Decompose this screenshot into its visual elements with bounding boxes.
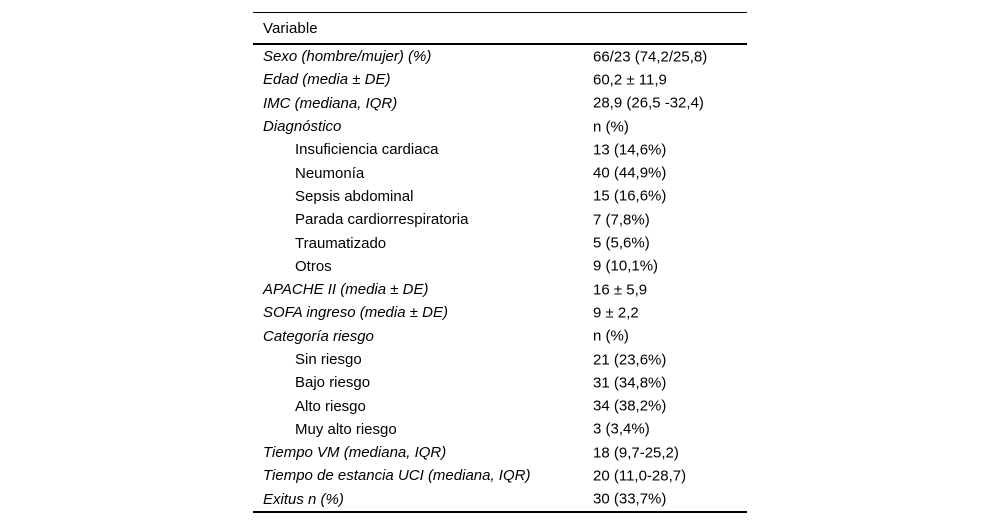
row-label: Parada cardiorrespiratoria xyxy=(295,211,469,229)
row-label: Otros xyxy=(295,257,332,275)
row-label: Insuficiencia cardiaca xyxy=(295,141,439,159)
table-row: Bajo riesgo 31 (34,8%) xyxy=(253,371,747,394)
row-value: n (%) xyxy=(593,118,629,136)
row-value: 13 (14,6%) xyxy=(593,141,667,159)
row-value: 20 (11,0-28,7) xyxy=(593,467,687,485)
row-label: Tiempo de estancia UCI (mediana, IQR) xyxy=(263,467,531,485)
row-label: Sin riesgo xyxy=(295,351,362,368)
table-row: Tiempo VM (mediana, IQR) 18 (9,7-25,2) xyxy=(253,441,747,464)
table-header-variable: Variable xyxy=(263,19,318,37)
row-label: Bajo riesgo xyxy=(295,374,371,392)
table-row: Muy alto riesgo 3 (3,4%) xyxy=(253,418,747,441)
row-value: 3 (3,4%) xyxy=(593,420,650,438)
row-value: 15 (16,6%) xyxy=(593,187,667,205)
row-value: 9 (10,1%) xyxy=(593,257,659,275)
table-header-row: Variable xyxy=(253,13,747,45)
row-label: Edad (media ± DE) xyxy=(263,71,391,89)
row-label: Sexo (hombre/mujer) (%) xyxy=(263,48,432,66)
row-value: n (%) xyxy=(593,327,629,345)
row-label: Muy alto riesgo xyxy=(295,420,397,438)
table-row: SOFA ingreso (media ± DE) 9 ± 2,2 xyxy=(253,301,747,324)
row-label: SOFA ingreso (media ± DE) xyxy=(263,304,448,322)
table-row: Otros 9 (10,1%) xyxy=(253,255,747,278)
row-value: 34 (38,2%) xyxy=(593,397,667,415)
row-label: Exitus n (%) xyxy=(263,490,344,508)
row-value: 30 (33,7%) xyxy=(593,490,667,508)
row-value: 7 (7,8%) xyxy=(593,211,650,229)
table-row: Neumonía 40 (44,9%) xyxy=(253,161,747,184)
table-row: Sepsis abdominal 15 (16,6%) xyxy=(253,185,747,208)
row-value: 9 ± 2,2 xyxy=(593,304,639,322)
characteristics-table: Variable Sexo (hombre/mujer) (%) 66/23 (… xyxy=(253,12,747,513)
row-value: 18 (9,7-25,2) xyxy=(593,444,679,462)
table-row: Parada cardiorrespiratoria 7 (7,8%) xyxy=(253,208,747,231)
row-value: 40 (44,9%) xyxy=(593,164,667,182)
row-value: 21 (23,6%) xyxy=(593,351,667,368)
row-value: 66/23 (74,2/25,8) xyxy=(593,48,708,66)
row-label: Categoría riesgo xyxy=(263,327,374,345)
table-row: Categoría riesgo n (%) xyxy=(253,325,747,348)
table-row: Traumatizado 5 (5,6%) xyxy=(253,231,747,254)
row-value: 5 (5,6%) xyxy=(593,234,650,252)
row-label: Tiempo VM (mediana, IQR) xyxy=(263,444,447,462)
row-label: Diagnóstico xyxy=(263,118,342,136)
row-label: APACHE II (media ± DE) xyxy=(263,281,429,299)
row-value: 31 (34,8%) xyxy=(593,374,667,392)
table-row: Diagnóstico n (%) xyxy=(253,115,747,138)
row-label: Alto riesgo xyxy=(295,397,366,415)
table-row: Tiempo de estancia UCI (mediana, IQR) 20… xyxy=(253,464,747,487)
table-row: Insuficiencia cardiaca 13 (14,6%) xyxy=(253,138,747,161)
row-label: Neumonía xyxy=(295,164,365,182)
row-value: 28,9 (26,5 -32,4) xyxy=(593,94,704,112)
table-row: APACHE II (media ± DE) 16 ± 5,9 xyxy=(253,278,747,301)
table-row: Exitus n (%) 30 (33,7%) xyxy=(253,488,747,511)
table-row: Alto riesgo 34 (38,2%) xyxy=(253,394,747,417)
table-row: Sin riesgo 21 (23,6%) xyxy=(253,348,747,371)
table-row: Edad (media ± DE) 60,2 ± 11,9 xyxy=(253,68,747,91)
row-label: Traumatizado xyxy=(295,234,387,252)
table-row: Sexo (hombre/mujer) (%) 66/23 (74,2/25,8… xyxy=(253,45,747,68)
row-value: 16 ± 5,9 xyxy=(593,281,648,299)
table-row: IMC (mediana, IQR) 28,9 (26,5 -32,4) xyxy=(253,92,747,115)
row-label: IMC (mediana, IQR) xyxy=(263,94,398,112)
row-label: Sepsis abdominal xyxy=(295,187,414,205)
row-value: 60,2 ± 11,9 xyxy=(593,71,667,89)
